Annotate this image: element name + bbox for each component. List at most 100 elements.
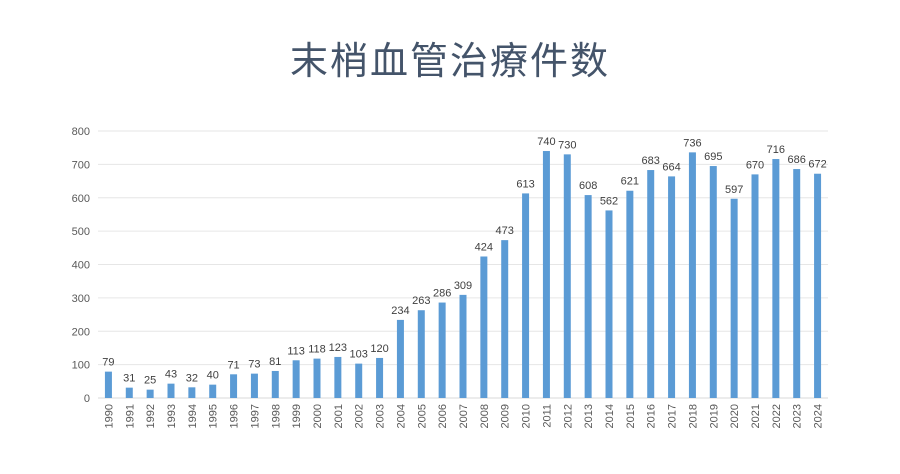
bar <box>438 302 446 398</box>
x-tick-label: 1998 <box>270 404 282 428</box>
x-tick-label: 2001 <box>333 404 345 428</box>
bar <box>376 357 384 398</box>
x-tick-label: 2024 <box>813 404 825 428</box>
data-label: 31 <box>123 373 135 385</box>
data-label: 73 <box>248 359 260 371</box>
x-tick-label: 2014 <box>604 404 616 428</box>
data-label: 103 <box>350 349 368 361</box>
data-label: 118 <box>308 344 326 356</box>
bar <box>480 256 488 398</box>
x-tick-label: 2020 <box>729 404 741 428</box>
bar <box>688 152 696 398</box>
bar <box>334 356 342 398</box>
bar <box>709 166 717 398</box>
data-label: 613 <box>516 178 534 190</box>
data-label: 736 <box>683 137 701 149</box>
x-tick-label: 1993 <box>166 404 178 428</box>
data-label: 562 <box>600 195 618 207</box>
data-label: 81 <box>269 356 281 368</box>
bar <box>751 174 759 398</box>
x-tick-label: 1992 <box>145 404 157 428</box>
bar <box>793 169 801 398</box>
bar <box>605 210 613 398</box>
data-label: 716 <box>767 144 785 156</box>
data-label: 695 <box>704 151 722 163</box>
bar <box>146 389 154 398</box>
bar <box>459 294 467 398</box>
data-label: 120 <box>370 343 388 355</box>
bar <box>230 374 238 398</box>
x-tick-label: 1999 <box>291 404 303 428</box>
y-tick-label: 0 <box>84 393 90 405</box>
bar <box>292 360 300 398</box>
y-tick-label: 600 <box>72 193 90 205</box>
bar <box>647 170 655 398</box>
x-tick-label: 1991 <box>124 404 136 428</box>
x-tick-label: 2000 <box>312 404 324 428</box>
bar <box>209 384 217 398</box>
x-tick-label: 2008 <box>479 404 491 428</box>
bar <box>626 190 634 398</box>
x-tick-label: 1994 <box>187 404 199 428</box>
bar <box>417 310 425 398</box>
data-label: 234 <box>391 305 409 317</box>
y-tick-label: 700 <box>72 159 90 171</box>
y-tick-label: 300 <box>72 293 90 305</box>
bar <box>522 193 530 398</box>
data-label: 740 <box>537 136 555 148</box>
bar <box>668 176 676 398</box>
x-tick-label: 2015 <box>625 404 637 428</box>
data-label: 670 <box>746 159 764 171</box>
data-label: 263 <box>412 295 430 307</box>
y-tick-label: 200 <box>72 326 90 338</box>
x-tick-label: 2013 <box>583 404 595 428</box>
bar <box>188 387 196 398</box>
x-tick-label: 1997 <box>249 404 261 428</box>
data-label: 473 <box>496 225 514 237</box>
x-tick-label: 2002 <box>354 404 366 428</box>
x-tick-label: 2006 <box>437 404 449 428</box>
x-tick-label: 2003 <box>375 404 387 428</box>
data-label: 683 <box>642 155 660 167</box>
data-label: 286 <box>433 288 451 300</box>
data-label: 686 <box>788 154 806 166</box>
x-tick-label: 1995 <box>208 404 220 428</box>
x-tick-label: 2016 <box>646 404 658 428</box>
data-label: 664 <box>662 161 680 173</box>
y-tick-label: 500 <box>72 226 90 238</box>
data-label: 608 <box>579 180 597 192</box>
y-tick-label: 800 <box>72 126 90 138</box>
data-label: 123 <box>329 342 347 354</box>
x-tick-label: 2021 <box>750 404 762 428</box>
x-tick-label: 2010 <box>521 404 533 428</box>
bar <box>313 358 321 398</box>
bar <box>355 363 363 398</box>
bar <box>125 387 133 398</box>
data-label: 309 <box>454 280 472 292</box>
x-tick-label: 2007 <box>458 404 470 428</box>
x-tick-label: 2004 <box>395 404 407 428</box>
bar <box>250 373 258 398</box>
y-tick-label: 100 <box>72 360 90 372</box>
x-tick-label: 2012 <box>562 404 574 428</box>
x-tick-label: 2009 <box>500 404 512 428</box>
bar <box>814 173 822 398</box>
bar <box>501 240 509 398</box>
bar <box>584 195 592 398</box>
chart-title: 末梢血管治療件数 <box>289 39 610 83</box>
y-tick-label: 400 <box>72 260 90 272</box>
data-label: 25 <box>144 375 156 387</box>
x-tick-label: 1996 <box>229 404 241 428</box>
x-tick-label: 2005 <box>416 404 428 428</box>
data-label: 621 <box>621 176 639 188</box>
data-label: 730 <box>558 139 576 151</box>
bar <box>271 370 279 398</box>
x-tick-label: 2019 <box>708 404 720 428</box>
x-tick-label: 2018 <box>687 404 699 428</box>
data-label: 40 <box>207 370 219 382</box>
data-label: 71 <box>227 359 239 371</box>
data-label: 672 <box>808 159 826 171</box>
bar <box>104 371 112 398</box>
bar <box>563 154 571 398</box>
